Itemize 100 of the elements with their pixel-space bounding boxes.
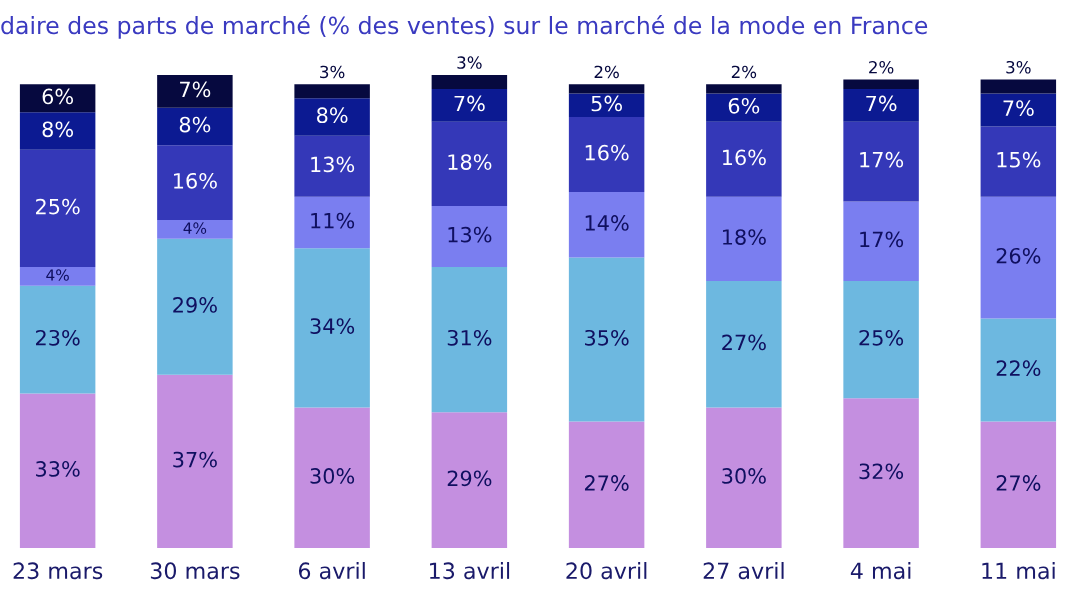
data-label: 29% [447,470,492,487]
x-tick-label: 27 avril [703,561,784,580]
data-label: 7% [180,81,211,98]
bar [19,393,96,549]
bar [843,201,919,282]
data-label: 29% [173,297,217,313]
bar [568,84,645,94]
bar [568,192,645,258]
data-label: 2% [594,65,619,79]
data-label: 17% [860,151,904,168]
bar [157,107,233,146]
bar [431,74,508,89]
bar [157,374,233,549]
data-label: 2% [869,60,894,74]
data-label: 7% [1003,100,1034,117]
bar [568,117,645,193]
bar [19,266,96,286]
data-label: 27% [584,475,629,491]
bar [19,149,96,267]
data-label: 3% [320,65,345,79]
data-label: 30% [722,468,766,484]
x-tick-label: 30 mars [150,562,240,580]
bar [157,145,233,221]
data-label: 5% [591,95,622,112]
bar [431,206,508,267]
data-label: 25% [859,329,904,346]
data-label: 33% [36,461,80,477]
x-tick-label: 20 avril [566,561,647,580]
bar [706,93,782,122]
data-label: 23% [36,329,80,346]
data-label: 7% [866,95,897,112]
data-label: 13% [311,156,355,173]
bar [980,126,1057,197]
data-label: 27% [722,334,766,351]
data-label: 7% [454,95,485,112]
bar [294,248,370,408]
data-label: 8% [42,121,74,138]
data-label: 26% [996,247,1041,264]
bar [431,266,508,413]
data-label: 16% [174,172,217,189]
data-label: 30% [310,468,355,484]
data-label: 32% [859,463,904,480]
bar [843,88,919,122]
bar [706,121,782,197]
data-label: 22% [996,360,1041,377]
data-label: 18% [448,154,492,170]
data-label: 16% [585,144,629,161]
bar [980,196,1057,319]
bar [568,93,645,118]
data-label: 34% [310,318,355,334]
bar [980,93,1057,127]
bar [19,84,96,113]
data-label: 15% [997,151,1041,168]
bar [294,407,370,549]
bar [157,220,233,239]
bar [843,121,919,202]
data-label: 4% [183,222,207,234]
x-tick-label: 23 mars [13,562,103,580]
bar [706,84,782,94]
data-label: 27% [996,475,1041,491]
bar [980,79,1057,94]
bar [431,121,508,207]
bar [294,84,370,99]
data-label: 3% [1006,60,1031,74]
data-label: 2% [731,65,757,79]
data-label: 14% [585,215,629,231]
bar [294,98,370,136]
x-tick-label: 4 mai [850,561,911,580]
bar [568,257,645,422]
data-label: 4% [46,269,69,281]
data-label: 3% [457,56,482,69]
bar [431,412,508,549]
bar [19,285,96,394]
bar [431,88,508,122]
data-label: 35% [585,329,629,346]
bar [19,112,96,150]
data-label: 11% [311,212,355,229]
data-label: 16% [722,149,766,166]
bar [157,74,233,108]
bar [706,281,782,408]
bar [157,238,233,375]
data-label: 8% [179,116,211,133]
bar [706,407,782,549]
bar [980,318,1057,422]
x-tick-label: 11 mai [982,561,1055,580]
bar [980,421,1057,549]
data-label: 18% [722,229,766,245]
bar [568,421,645,549]
data-label: 37% [173,451,217,468]
data-label: 25% [36,198,80,215]
bar [843,281,919,399]
data-label: 6% [728,97,760,114]
x-tick-label: 13 avril [430,561,510,580]
bar [294,135,370,197]
x-tick-label: 6 avril [298,561,365,580]
bar [294,196,370,249]
chart-title: daire des parts de marché (% des ventes) sur le marché de la mode en France [1,15,928,39]
bar [843,398,919,549]
data-label: 8% [317,107,348,124]
data-label: 17% [860,231,904,248]
